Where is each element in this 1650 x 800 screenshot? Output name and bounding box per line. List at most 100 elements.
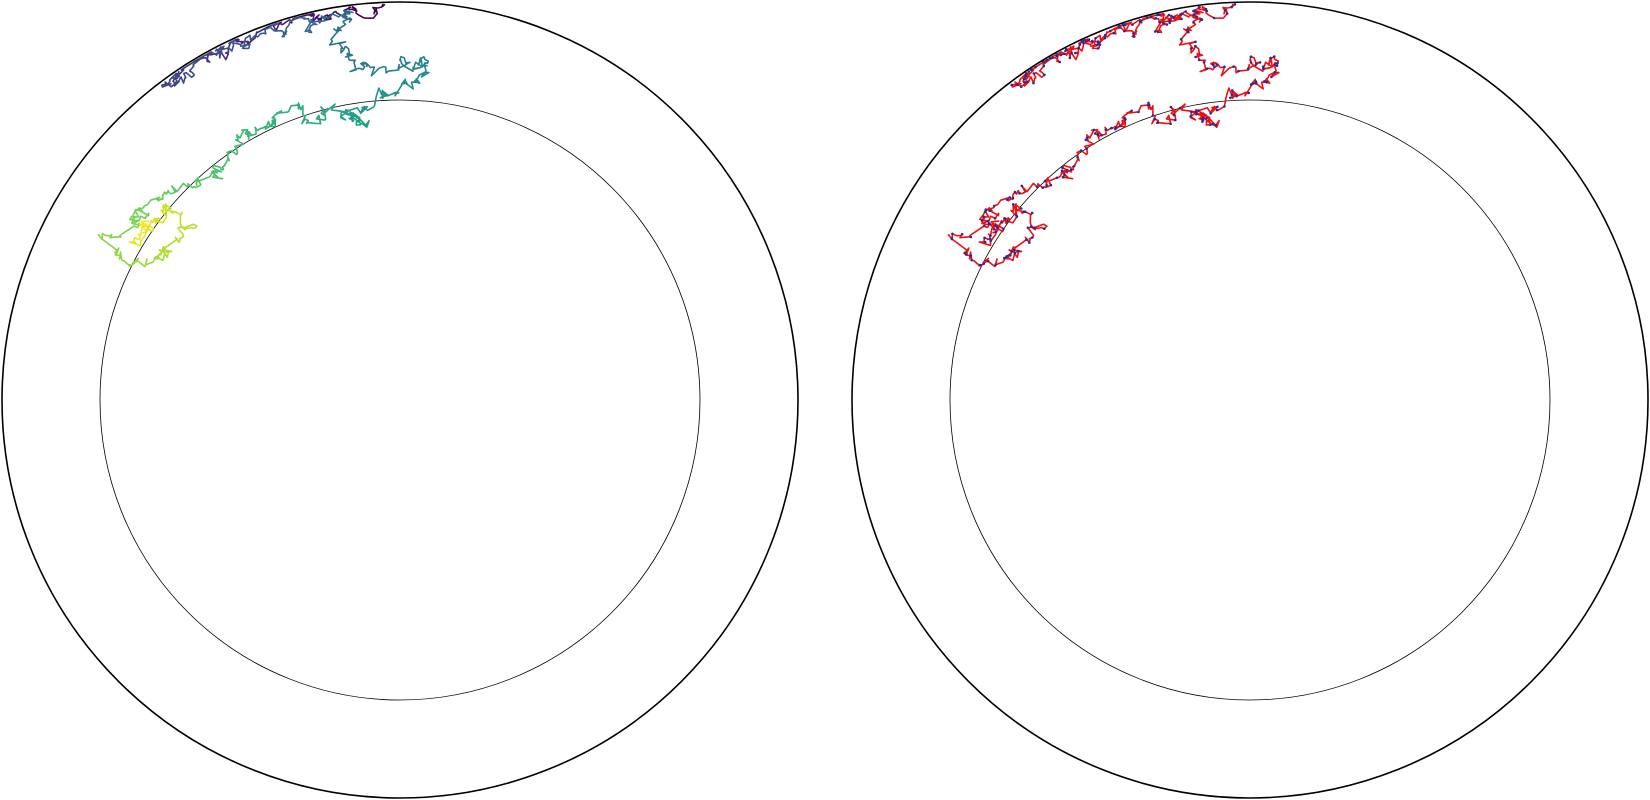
trajectory-point: [1055, 176, 1059, 180]
trajectory-segment: [228, 39, 247, 52]
trajectory-point: [1189, 47, 1193, 50]
trajectory-point: [1095, 44, 1098, 47]
trajectory-point: [1080, 40, 1084, 43]
trajectory-point: [1149, 15, 1153, 18]
trajectory-point: [1249, 55, 1253, 58]
trajectory-point: [1049, 183, 1053, 187]
trajectory-point: [1180, 12, 1184, 15]
trajectory-point: [1093, 132, 1097, 135]
trajectory-point: [1205, 117, 1208, 120]
trajectory-point: [1043, 227, 1046, 230]
trajectory-point: [1092, 128, 1096, 132]
trajectory-point: [1013, 248, 1016, 252]
trajectory-point: [1192, 13, 1196, 17]
trajectory-point: [1009, 254, 1012, 257]
trajectory-segment: [194, 170, 213, 186]
trajectory-point: [1273, 63, 1277, 66]
trajectory-point: [1237, 69, 1240, 73]
trajectory-segment: [129, 207, 143, 224]
trajectory-point: [1072, 164, 1076, 168]
trajectory-point: [1202, 116, 1205, 120]
panel-left: [1, 1, 799, 799]
trajectory-segment: [373, 87, 389, 107]
trajectory-point: [1147, 101, 1150, 105]
trajectory-point: [1064, 49, 1067, 53]
trajectory-segment: [169, 182, 202, 195]
trajectory-point: [1216, 105, 1219, 109]
trajectory-point: [1078, 43, 1082, 46]
trajectory-point: [950, 237, 954, 241]
trajectory-point: [1189, 115, 1192, 118]
trajectory-point: [1122, 23, 1126, 26]
trajectory-point: [1032, 72, 1036, 75]
trajectory-point: [996, 226, 999, 229]
trajectory-point: [1213, 65, 1216, 69]
trajectory-point: [1029, 68, 1033, 72]
trajectory-point: [1132, 32, 1135, 35]
trajectory-point: [1060, 169, 1064, 172]
trajectory-point: [1153, 30, 1157, 33]
trajectory-point: [1169, 105, 1173, 109]
trajectory-point: [1026, 226, 1030, 230]
trajectory-point: [1123, 29, 1126, 33]
trajectory-point: [1246, 67, 1250, 70]
trajectory-point: [1059, 53, 1063, 57]
trajectory-point: [1087, 38, 1091, 41]
trajectory-point: [1013, 190, 1017, 194]
trajectory-point: [1269, 56, 1272, 60]
trajectory-point: [1154, 17, 1158, 20]
trajectory-point: [1137, 110, 1140, 114]
trajectory-point: [1110, 126, 1113, 130]
trajectory-segment: [269, 110, 289, 128]
trajectory-point: [1062, 52, 1066, 55]
trajectory-point: [1104, 128, 1108, 131]
trajectory-point: [1254, 80, 1258, 83]
trajectory-point: [992, 204, 996, 208]
trajectory-point: [1085, 147, 1088, 150]
trajectory-point: [1249, 61, 1253, 64]
trajectory-point: [1195, 112, 1198, 116]
trajectory-point: [1068, 56, 1072, 60]
trajectory-point: [1008, 196, 1012, 199]
trajectory-point: [1010, 83, 1013, 87]
trajectory-segment: [159, 236, 180, 259]
trajectory-point: [1019, 85, 1023, 88]
trajectory-point: [1172, 113, 1176, 117]
trajectory-segment: [364, 3, 386, 19]
trajectory-point: [1066, 169, 1069, 172]
trajectory-point: [951, 232, 954, 236]
trajectory-point: [1096, 47, 1100, 50]
trajectory-point: [1194, 55, 1197, 59]
trajectory-point: [1258, 61, 1262, 64]
trajectory-point: [1270, 75, 1273, 79]
trajectory-segment: [254, 118, 276, 132]
trajectory-point: [1015, 215, 1019, 218]
trajectory-point: [1251, 82, 1254, 85]
trajectory-point: [1235, 94, 1238, 98]
trajectory-point: [1185, 28, 1189, 31]
trajectory-point: [1118, 26, 1122, 29]
trajectory-point: [1147, 104, 1150, 107]
trajectory-point: [1172, 16, 1176, 19]
trajectory-point: [1162, 22, 1165, 25]
trajectory-point: [1032, 226, 1036, 230]
trajectory-point: [1261, 65, 1265, 68]
trajectory-segment: [151, 216, 168, 225]
trajectory-point: [1103, 33, 1107, 37]
trajectory-point: [1034, 65, 1037, 69]
trajectory-segment: [308, 12, 333, 24]
trajectory-point: [1146, 16, 1149, 19]
trajectory-segment: [301, 114, 326, 125]
trajectory-point: [1079, 149, 1083, 152]
trajectory-point: [1273, 71, 1276, 74]
trajectory-point: [969, 254, 973, 257]
trajectory-point: [1194, 110, 1197, 114]
trajectory-segment: [211, 166, 224, 180]
trajectory-point: [1025, 238, 1028, 241]
trajectory-point: [1097, 40, 1100, 43]
trajectory-segment: [177, 223, 198, 243]
trajectory-point: [1003, 217, 1006, 220]
trajectory-point: [1018, 192, 1021, 195]
trajectory-point: [1195, 15, 1199, 19]
